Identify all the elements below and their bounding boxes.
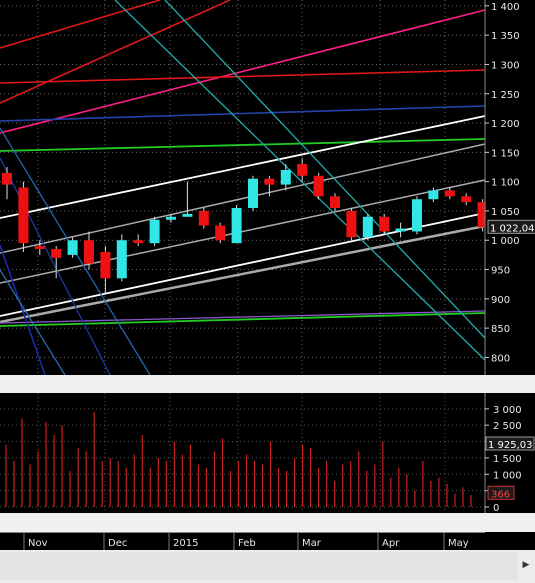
price-tick-label: 900 xyxy=(491,295,510,306)
trend-line xyxy=(0,157,111,376)
candle-body xyxy=(395,228,406,232)
date-label: May xyxy=(448,538,469,549)
candle-body xyxy=(215,225,226,241)
candle-body xyxy=(198,210,209,226)
candle-body xyxy=(313,175,324,197)
volume-tick-label: 1 000 xyxy=(493,470,522,481)
candle-body xyxy=(412,199,422,232)
date-label: 2015 xyxy=(173,538,198,549)
trend-line xyxy=(0,143,486,254)
candle-body xyxy=(379,216,390,232)
trend-line xyxy=(0,0,231,104)
price-tick-label: 1 050 xyxy=(491,207,520,218)
candle-body xyxy=(330,196,340,209)
price-chart-panel[interactable]: 1 400 1 350 1 300 1 250 1 200 1 150 1 100 1 050… xyxy=(0,0,535,376)
trend-line xyxy=(0,312,486,327)
trend-line xyxy=(0,310,486,324)
trend-line xyxy=(0,69,486,84)
date-axis: Nov Dec 2015 Feb Mar Apr May xyxy=(0,532,485,551)
candle-body xyxy=(362,216,373,238)
scrollbar-track[interactable] xyxy=(0,552,518,580)
candle-body xyxy=(231,208,242,244)
volume-marker-tag xyxy=(485,436,535,451)
candle-body xyxy=(248,178,258,209)
candle-body xyxy=(182,213,193,217)
candle-body xyxy=(346,210,357,238)
candle-body xyxy=(149,219,160,244)
price-tick-label: 1 200 xyxy=(491,119,520,130)
panel-separator[interactable] xyxy=(0,375,535,393)
volume-marker-label: 1 925,03 xyxy=(488,440,533,451)
candle-body xyxy=(51,249,62,258)
candle-body xyxy=(84,240,94,264)
price-tick-label: 1 300 xyxy=(491,60,520,71)
candle-body xyxy=(18,187,29,244)
price-tick-label: 1 400 xyxy=(491,2,520,13)
trend-line xyxy=(0,115,486,219)
price-chart[interactable]: 1 400 1 350 1 300 1 250 1 200 1 150 1 100 1 050… xyxy=(0,0,535,376)
price-tick-label: 1 350 xyxy=(491,31,520,42)
volume-tick-label: 2 500 xyxy=(493,421,522,432)
price-tick-label: 1 100 xyxy=(491,178,520,189)
candle-body xyxy=(116,240,127,279)
last-price-tag xyxy=(487,219,535,234)
date-label: Dec xyxy=(108,538,127,549)
date-label: Nov xyxy=(28,538,48,549)
trend-line xyxy=(0,224,486,324)
candle-body xyxy=(477,202,488,228)
trend-line xyxy=(0,269,66,376)
candle-body xyxy=(461,196,472,203)
candle-body xyxy=(264,178,275,185)
trend-line xyxy=(164,0,486,339)
candle-body xyxy=(34,246,45,250)
date-axis-labels: Nov Dec 2015 Feb Mar Apr May xyxy=(23,533,469,551)
price-tick-label: 1 250 xyxy=(491,90,520,101)
trend-line xyxy=(0,0,161,49)
price-tick-label: 850 xyxy=(491,324,510,335)
price-tick-label: 1 150 xyxy=(491,148,520,159)
last-volume-label: 366 xyxy=(491,489,510,500)
panel-separator-bottom xyxy=(0,513,535,532)
trend-line xyxy=(114,0,486,361)
trend-line xyxy=(0,138,486,152)
date-label: Mar xyxy=(302,538,322,549)
price-tick-label: 950 xyxy=(491,266,510,277)
candle-body xyxy=(67,240,78,255)
date-label: Feb xyxy=(238,538,256,549)
volume-tick-label: 1 500 xyxy=(493,454,522,465)
price-axis-bg xyxy=(485,0,535,375)
trend-line xyxy=(0,105,486,122)
horizontal-scrollbar[interactable]: ▶ xyxy=(0,550,535,583)
last-volume-tag xyxy=(487,485,515,500)
candle-body xyxy=(2,172,12,185)
volume-tick-label: 0 xyxy=(493,503,499,513)
trend-line xyxy=(0,179,486,284)
price-tick-label: 800 xyxy=(491,353,510,364)
candle-body xyxy=(166,216,176,220)
date-label: Apr xyxy=(382,538,400,549)
price-tick-label: 1 000 xyxy=(491,236,520,247)
candle-body xyxy=(444,190,455,197)
candle-body xyxy=(280,169,291,185)
last-price-label: 1 022,04 xyxy=(490,223,535,234)
candle-body xyxy=(428,190,439,200)
candle-body xyxy=(100,251,111,279)
volume-tick-label: 3 000 xyxy=(493,405,522,416)
scroll-right-icon[interactable]: ▶ xyxy=(522,560,530,570)
trend-line xyxy=(0,244,46,376)
trend-line xyxy=(0,9,486,134)
candle-body xyxy=(297,164,308,176)
candle-body xyxy=(133,240,144,244)
